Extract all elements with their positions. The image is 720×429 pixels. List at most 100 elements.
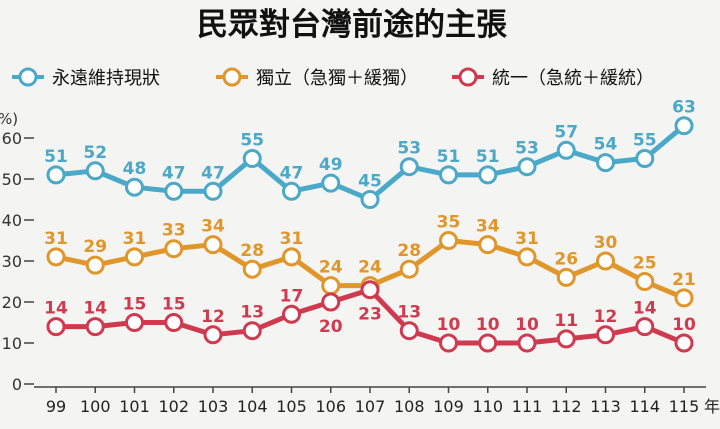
data-label-unification: 14 [83, 299, 107, 319]
data-point-unification [46, 317, 66, 337]
data-point-status-quo [321, 173, 341, 193]
data-label-status-quo: 49 [319, 155, 343, 175]
data-point-unification [203, 325, 223, 345]
data-label-unification: 13 [397, 303, 421, 323]
data-point-status-quo [282, 181, 301, 201]
data-point-status-quo [125, 177, 144, 197]
data-label-independence: 29 [83, 237, 107, 257]
x-tick-label: 107 [355, 397, 386, 416]
data-point-independence [282, 247, 301, 267]
legend-item-unification: 統一（急統＋緩統） [452, 67, 654, 89]
x-tick-label: 112 [551, 397, 582, 416]
x-tick-label: 99 [46, 397, 66, 416]
data-label-status-quo: 47 [162, 163, 186, 183]
data-point-unification [478, 333, 498, 353]
data-point-unification [399, 321, 419, 341]
x-tick-label: 103 [198, 397, 229, 416]
data-point-status-quo [635, 149, 655, 168]
data-label-unification: 10 [476, 315, 500, 335]
data-point-status-quo [242, 149, 262, 168]
legend-marker-unification [458, 67, 478, 87]
data-label-status-quo: 51 [437, 147, 461, 167]
legend-item-status-quo: 永遠維持現狀 [12, 67, 160, 89]
data-label-independence: 24 [319, 258, 343, 278]
data-point-independence [321, 276, 341, 296]
data-point-status-quo [46, 165, 66, 185]
data-point-unification [282, 304, 301, 324]
data-point-status-quo [478, 165, 498, 185]
data-point-independence [439, 231, 458, 250]
x-tick-label: 105 [276, 397, 307, 416]
data-label-status-quo: 47 [201, 163, 225, 183]
data-label-independence: 28 [240, 241, 264, 261]
data-label-independence: 28 [397, 241, 421, 261]
x-tick-label: 100 [80, 397, 111, 416]
data-label-status-quo: 48 [123, 159, 147, 179]
data-label-independence: 31 [280, 229, 304, 249]
x-tick-label: 101 [119, 397, 150, 416]
data-label-status-quo: 63 [672, 98, 696, 118]
data-point-unification [85, 317, 105, 337]
data-label-unification: 10 [437, 315, 461, 335]
data-label-independence: 30 [594, 233, 618, 253]
data-label-independence: 34 [476, 217, 500, 237]
legend-label-status-quo: 永遠維持現狀 [52, 68, 160, 89]
data-point-independence [203, 235, 223, 255]
data-point-unification [635, 317, 655, 337]
data-label-unification: 14 [633, 299, 657, 319]
data-point-independence [556, 267, 576, 287]
data-point-unification [164, 313, 184, 332]
chart-title: 民眾對台灣前途的主張 [197, 7, 507, 43]
data-point-status-quo [596, 153, 615, 173]
data-point-status-quo [360, 190, 380, 209]
data-label-status-quo: 47 [280, 163, 304, 183]
data-point-status-quo [85, 161, 105, 181]
data-label-unification: 11 [554, 311, 578, 331]
data-point-unification [242, 321, 262, 341]
data-point-independence [46, 247, 66, 267]
data-label-status-quo: 52 [83, 143, 107, 163]
x-tick-label: 115 [669, 397, 700, 416]
data-label-status-quo: 55 [633, 131, 657, 151]
data-label-status-quo: 57 [554, 122, 578, 142]
data-point-independence [85, 255, 105, 275]
data-point-independence [674, 288, 694, 308]
x-tick-label: 111 [512, 397, 543, 416]
data-label-status-quo: 51 [44, 147, 68, 167]
x-tick-label: 109 [433, 397, 464, 416]
data-point-unification [556, 329, 576, 349]
data-point-independence [242, 259, 262, 279]
data-point-unification [439, 333, 458, 353]
data-point-independence [478, 235, 498, 255]
data-point-unification [360, 280, 380, 300]
data-label-unification: 23 [358, 305, 382, 325]
data-label-status-quo: 51 [476, 147, 500, 167]
x-tick-label: 104 [237, 397, 268, 416]
data-label-independence: 24 [358, 258, 382, 278]
data-point-status-quo [674, 116, 694, 136]
data-point-independence [517, 247, 537, 267]
series-status-quo: 51 52 48 47 47 55 47 49 45 53 51 51 53 57 54 55 63 [44, 98, 696, 209]
legend-item-independence: 獨立（急獨＋緩獨） [216, 67, 418, 89]
y-axis: 0 10 20 30 40 50 60 [2, 129, 34, 394]
data-point-independence [635, 272, 655, 291]
data-point-status-quo [164, 181, 184, 201]
data-label-status-quo: 53 [515, 139, 539, 159]
data-point-status-quo [203, 181, 223, 201]
legend-label-independence: 獨立（急獨＋緩獨） [256, 68, 418, 89]
y-tick-label: 20 [2, 293, 22, 312]
y-tick-label: 60 [2, 129, 22, 148]
data-label-independence: 34 [201, 217, 225, 237]
data-point-unification [596, 325, 615, 345]
y-tick-label: 40 [2, 211, 22, 230]
data-point-status-quo [399, 157, 419, 177]
data-point-unification [517, 333, 537, 353]
data-label-unification: 15 [123, 295, 147, 315]
data-label-status-quo: 53 [397, 139, 421, 159]
data-point-independence [596, 251, 615, 271]
legend: 永遠維持現狀 獨立（急獨＋緩獨） 統一（急統＋緩統） [12, 67, 654, 89]
data-label-unification: 17 [280, 286, 304, 306]
x-tick-label: 106 [315, 397, 346, 416]
data-label-independence: 25 [633, 254, 657, 274]
data-label-unification: 20 [319, 317, 343, 337]
